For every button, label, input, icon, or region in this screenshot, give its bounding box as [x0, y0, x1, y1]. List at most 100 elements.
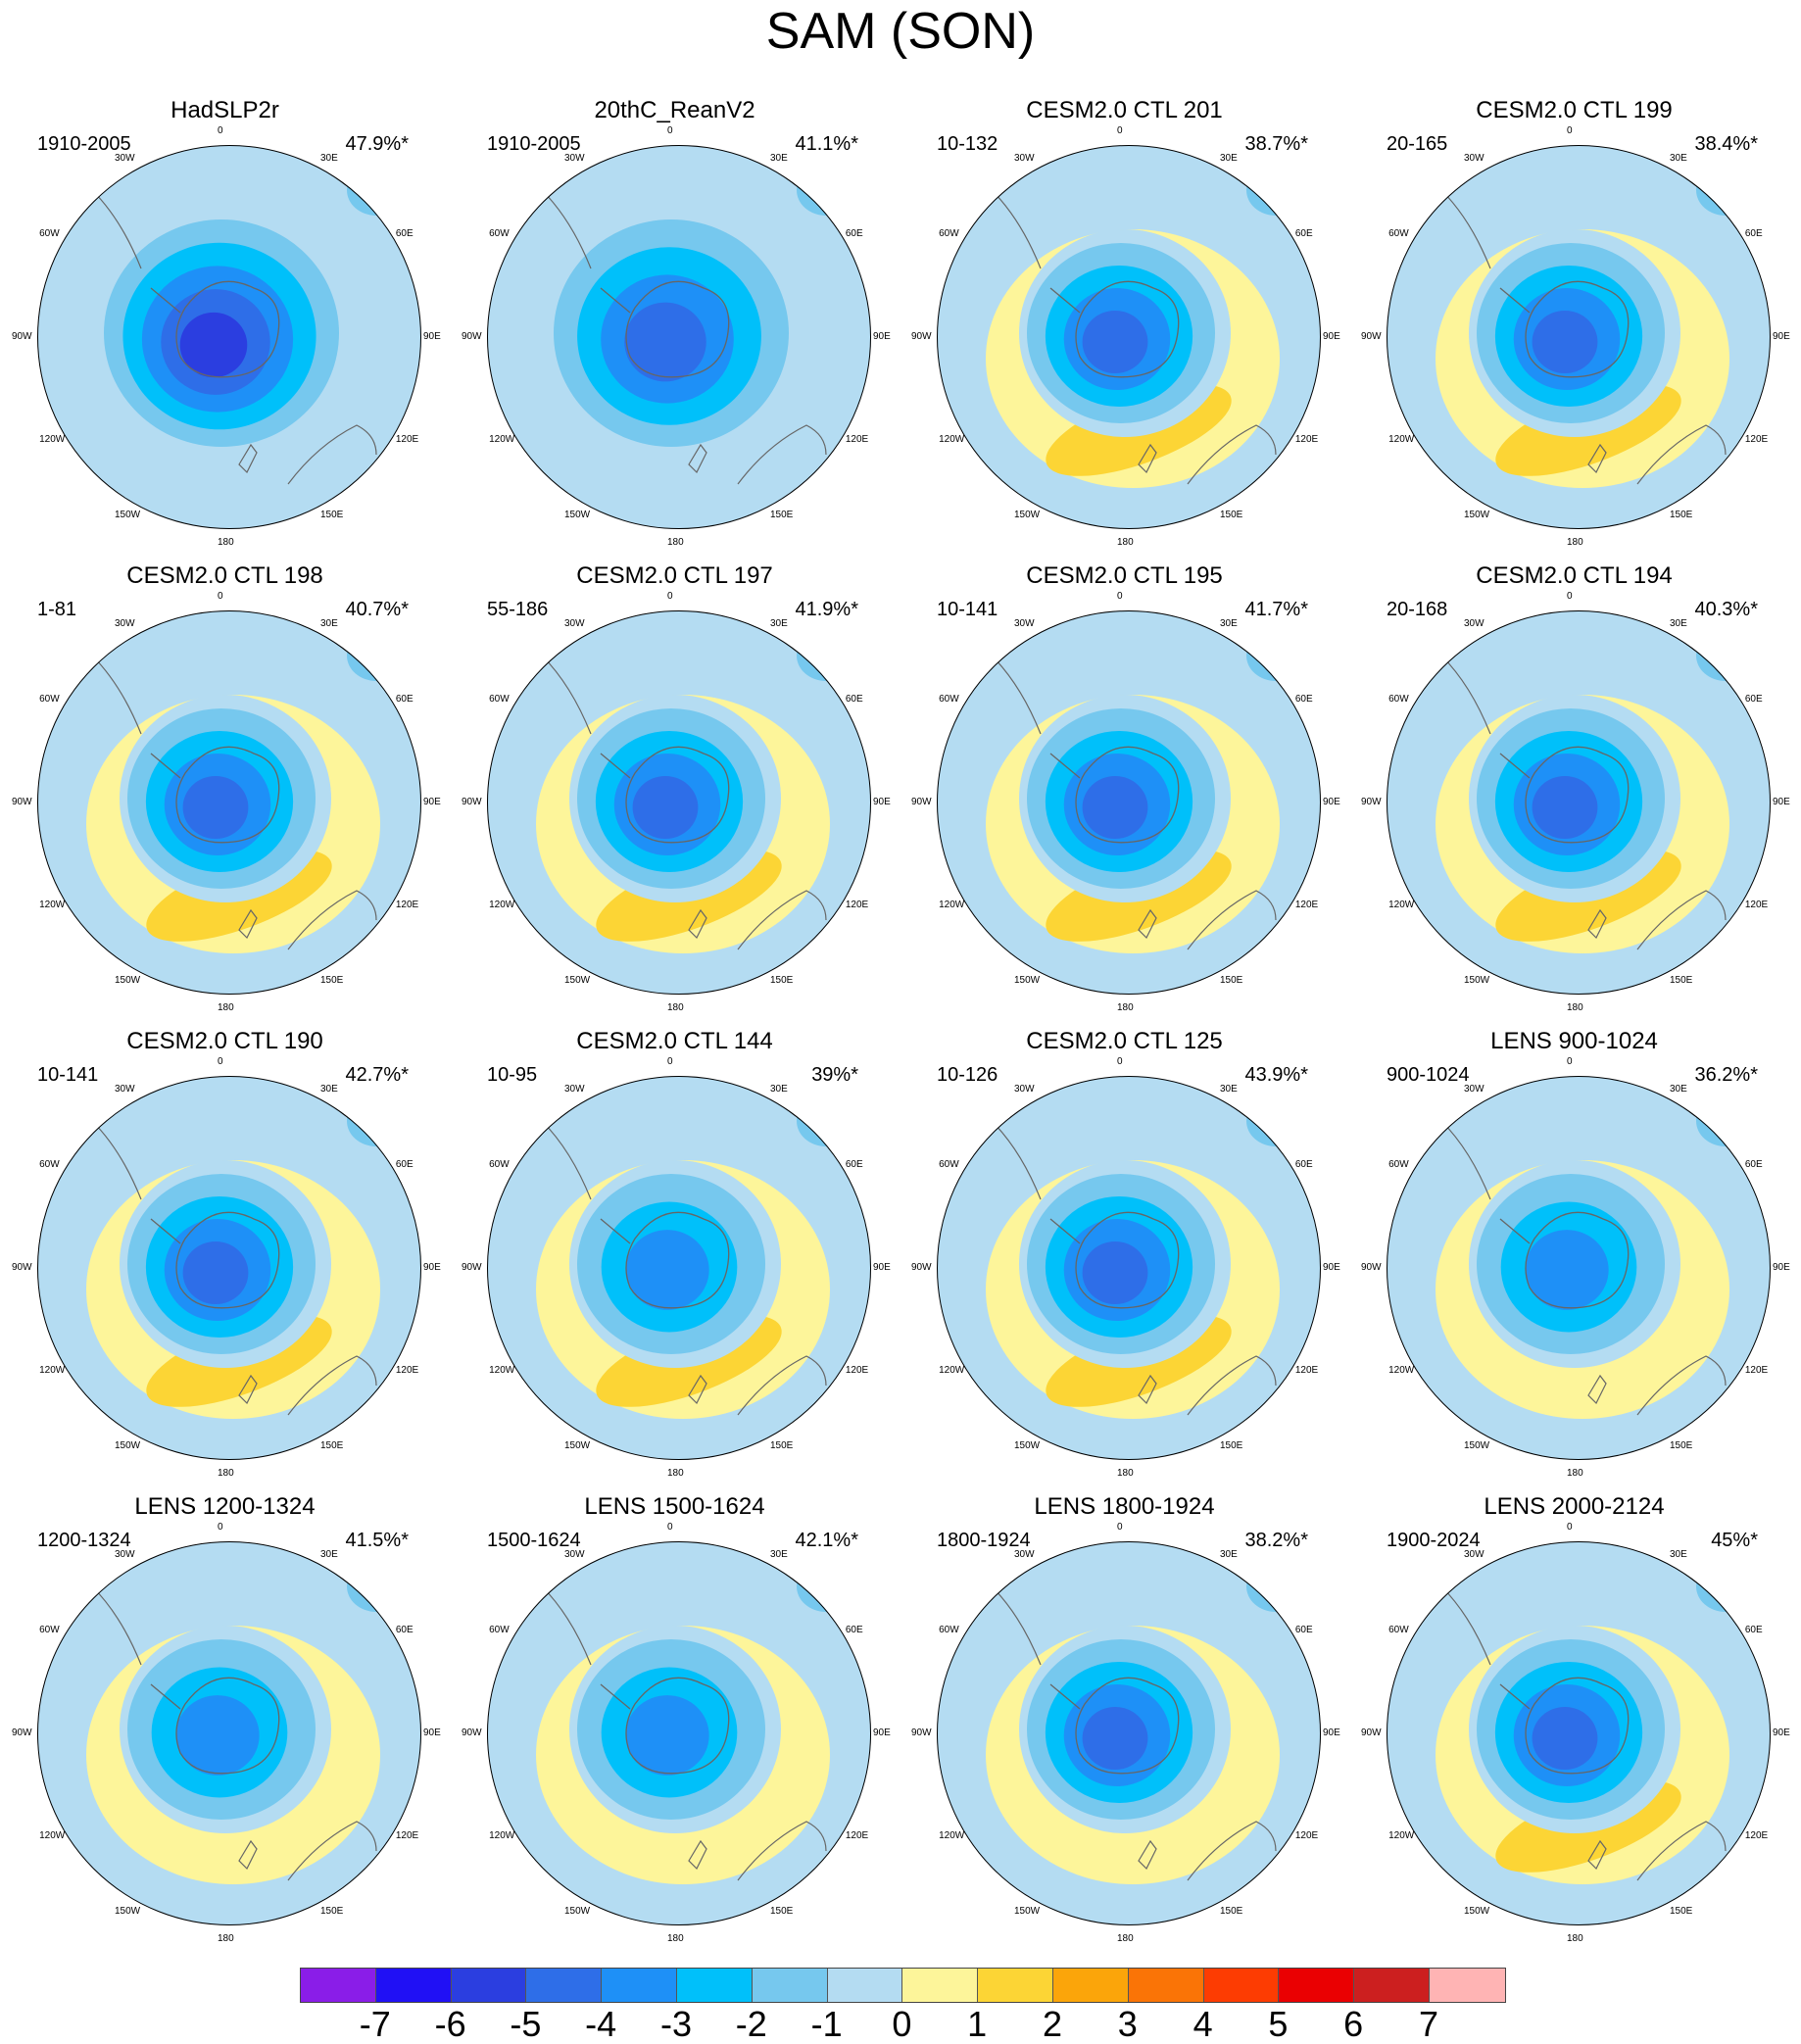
- longitude-label: 180: [667, 1933, 684, 1944]
- longitude-label: 90E: [873, 331, 891, 342]
- longitude-label: 60W: [489, 694, 510, 705]
- longitude-label: 90E: [1323, 1262, 1340, 1273]
- longitude-label: 30W: [1014, 1549, 1035, 1561]
- longitude-label: 90W: [12, 797, 32, 807]
- longitude-label: 90E: [1323, 331, 1340, 342]
- longitude-label: 120W: [489, 1830, 515, 1841]
- polar-map: [937, 1076, 1321, 1460]
- longitude-label: 150E: [770, 1439, 794, 1451]
- antarctica-coastline: [150, 746, 280, 844]
- panel-period: 10-141: [937, 599, 998, 620]
- longitude-label: 0: [667, 125, 673, 136]
- panel-period: 55-186: [487, 599, 549, 620]
- panel-period: 1900-2024: [1387, 1530, 1481, 1551]
- negative-anomaly-band: [624, 302, 706, 382]
- longitude-label: 120W: [489, 434, 515, 445]
- longitude-label: 30W: [1464, 1084, 1485, 1095]
- polar-map: [37, 1541, 421, 1925]
- longitude-label: 150W: [115, 1905, 141, 1917]
- longitude-label: 30E: [1670, 1549, 1687, 1561]
- new-zealand-coastline: [1138, 1839, 1157, 1871]
- new-zealand-coastline: [1587, 443, 1607, 474]
- polar-map: [1387, 1541, 1771, 1925]
- longitude-label: 30E: [1220, 618, 1238, 630]
- longitude-label: 60E: [845, 694, 863, 705]
- anomaly-patch: [797, 1095, 855, 1146]
- longitude-label: 60W: [939, 228, 959, 239]
- longitude-label: 120W: [939, 434, 965, 445]
- map-panel: CESM2.0 CTL 144 10-95 39%* 0 30E 60E 90E 120E 15…: [450, 931, 900, 1479]
- longitude-label: 150W: [564, 1905, 591, 1917]
- longitude-label: 0: [218, 1056, 223, 1067]
- longitude-label: 60W: [939, 1625, 959, 1635]
- anomaly-patch: [347, 165, 406, 216]
- longitude-label: 90E: [1773, 1262, 1790, 1273]
- longitude-label: 60W: [939, 694, 959, 705]
- colorbar-tick-label: -3: [659, 2004, 692, 2044]
- longitude-label: 60E: [395, 694, 414, 705]
- longitude-label: 60E: [845, 1159, 863, 1170]
- colorbar-tick-label: 3: [1117, 2004, 1138, 2044]
- map-panel: LENS 1800-1924 1800-1924 38.2%* 0 30E 60E 90E 1…: [900, 1396, 1349, 1944]
- longitude-label: 150E: [1220, 1905, 1243, 1917]
- panel-title: CESM2.0 CTL 195: [1026, 562, 1223, 589]
- colorbar-tick-label: 2: [1042, 2004, 1063, 2044]
- longitude-label: 150W: [1464, 509, 1490, 520]
- panel-title: CESM2.0 CTL 199: [1476, 97, 1673, 123]
- colorbar-swatch: [1128, 1969, 1204, 2002]
- longitude-label: 0: [667, 1056, 673, 1067]
- longitude-label: 0: [667, 591, 673, 602]
- longitude-label: 150W: [1014, 1905, 1041, 1917]
- longitude-label: 0: [1117, 125, 1123, 136]
- longitude-label: 120E: [845, 900, 869, 910]
- longitude-label: 150E: [1670, 509, 1693, 520]
- longitude-label: 120W: [1388, 900, 1415, 910]
- polar-map: [487, 1076, 871, 1460]
- anomaly-patch: [347, 630, 406, 681]
- negative-anomaly-band: [1532, 1707, 1598, 1770]
- longitude-label: 90W: [1361, 1728, 1382, 1738]
- longitude-label: 150E: [320, 974, 344, 986]
- colorbar-tick-label: 5: [1268, 2004, 1289, 2044]
- longitude-label: 90E: [873, 1262, 891, 1273]
- panel-title: 20thC_ReanV2: [594, 97, 755, 123]
- longitude-label: 120W: [939, 1365, 965, 1376]
- negative-anomaly-band: [179, 312, 248, 378]
- longitude-label: 120W: [1388, 1365, 1415, 1376]
- colorbar-tick-label: -6: [434, 2004, 466, 2044]
- australia-coastline: [1187, 1355, 1277, 1416]
- longitude-label: 90W: [462, 797, 482, 807]
- longitude-label: 180: [1117, 537, 1134, 548]
- longitude-label: 120W: [39, 900, 66, 910]
- longitude-label: 30E: [770, 1084, 788, 1095]
- map-panel: CESM2.0 CTL 198 1-81 40.7%* 0 30E 60E 90E 120E 1…: [0, 465, 450, 1013]
- longitude-label: 180: [667, 1468, 684, 1479]
- anomaly-patch: [797, 630, 855, 681]
- map-panel: LENS 900-1024 900-1024 36.2%* 0 30E 60E 90E 120…: [1349, 931, 1799, 1479]
- longitude-label: 60E: [1744, 694, 1763, 705]
- panel-title: HadSLP2r: [170, 97, 279, 123]
- antarctica-coastline: [1499, 1677, 1630, 1775]
- longitude-label: 90E: [1773, 1728, 1790, 1738]
- longitude-label: 180: [667, 1002, 684, 1013]
- longitude-label: 150E: [1220, 1439, 1243, 1451]
- longitude-label: 150W: [564, 1439, 591, 1451]
- longitude-label: 60E: [395, 228, 414, 239]
- colorbar-tick-label: 0: [892, 2004, 912, 2044]
- anomaly-patch: [1696, 165, 1755, 216]
- negative-anomaly-band: [1082, 1707, 1148, 1770]
- longitude-label: 60E: [395, 1159, 414, 1170]
- longitude-label: 150E: [1670, 974, 1693, 986]
- panel-variance-percent: 42.7%*: [345, 1064, 410, 1086]
- longitude-label: 30W: [564, 153, 585, 165]
- longitude-label: 90W: [911, 797, 932, 807]
- negative-anomaly-band: [1525, 1230, 1609, 1310]
- longitude-label: 90E: [1773, 331, 1790, 342]
- longitude-label: 90W: [462, 1728, 482, 1738]
- panel-title: CESM2.0 CTL 144: [576, 1028, 773, 1054]
- panel-title: CESM2.0 CTL 201: [1026, 97, 1223, 123]
- panel-variance-percent: 41.5%*: [345, 1530, 410, 1551]
- longitude-label: 120W: [939, 900, 965, 910]
- new-zealand-coastline: [688, 908, 707, 940]
- longitude-label: 150W: [1464, 1439, 1490, 1451]
